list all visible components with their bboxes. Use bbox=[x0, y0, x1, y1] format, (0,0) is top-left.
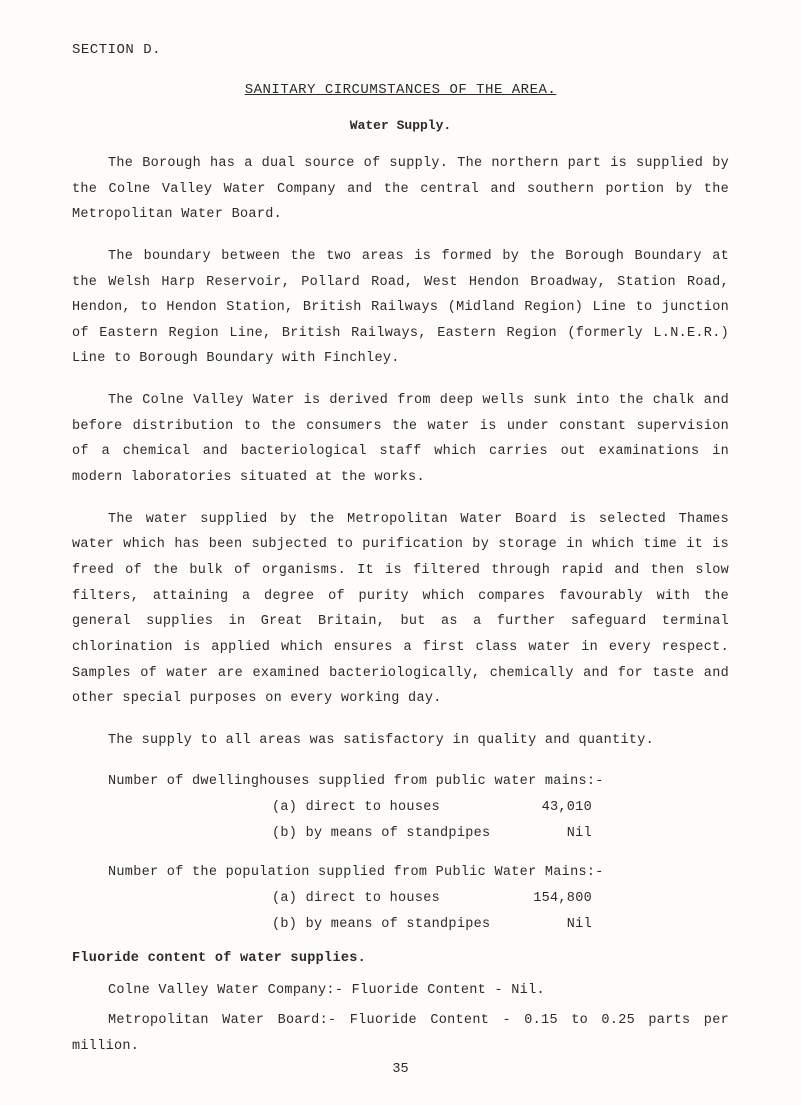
population-intro: Number of the population supplied from P… bbox=[72, 860, 729, 886]
population-row-a: (a) direct to houses 154,800 bbox=[72, 886, 729, 912]
paragraph-5: The supply to all areas was satisfactory… bbox=[72, 728, 729, 754]
dwellinghouses-intro: Number of dwellinghouses supplied from p… bbox=[72, 769, 729, 795]
dwellinghouses-row-b: (b) by means of standpipes Nil bbox=[72, 821, 729, 847]
dwellinghouses-a-value: 43,010 bbox=[512, 795, 592, 821]
dwellinghouses-row-a: (a) direct to houses 43,010 bbox=[72, 795, 729, 821]
population-row-b: (b) by means of standpipes Nil bbox=[72, 912, 729, 938]
dwellinghouses-a-label: (a) direct to houses bbox=[272, 795, 512, 821]
document-page: SECTION D. SANITARY CIRCUMSTANCES OF THE… bbox=[0, 0, 801, 1105]
fluoride-line-1: Colne Valley Water Company:- Fluoride Co… bbox=[72, 978, 729, 1004]
subtitle: Water Supply. bbox=[72, 118, 729, 133]
paragraph-1: The Borough has a dual source of supply.… bbox=[72, 151, 729, 228]
paragraph-3: The Colne Valley Water is derived from d… bbox=[72, 388, 729, 491]
section-label: SECTION D. bbox=[72, 42, 729, 58]
paragraph-4: The water supplied by the Metropolitan W… bbox=[72, 507, 729, 712]
dwellinghouses-block: Number of dwellinghouses supplied from p… bbox=[72, 769, 729, 846]
fluoride-heading: Fluoride content of water supplies. bbox=[72, 951, 729, 966]
fluoride-line-2: Metropolitan Water Board:- Fluoride Cont… bbox=[72, 1008, 729, 1059]
population-b-value: Nil bbox=[512, 912, 592, 938]
page-number: 35 bbox=[0, 1062, 801, 1077]
page-title: SANITARY CIRCUMSTANCES OF THE AREA. bbox=[72, 82, 729, 98]
population-b-label: (b) by means of standpipes bbox=[272, 912, 512, 938]
dwellinghouses-b-value: Nil bbox=[512, 821, 592, 847]
dwellinghouses-b-label: (b) by means of standpipes bbox=[272, 821, 512, 847]
population-a-value: 154,800 bbox=[512, 886, 592, 912]
paragraph-2: The boundary between the two areas is fo… bbox=[72, 244, 729, 372]
population-a-label: (a) direct to houses bbox=[272, 886, 512, 912]
population-block: Number of the population supplied from P… bbox=[72, 860, 729, 937]
